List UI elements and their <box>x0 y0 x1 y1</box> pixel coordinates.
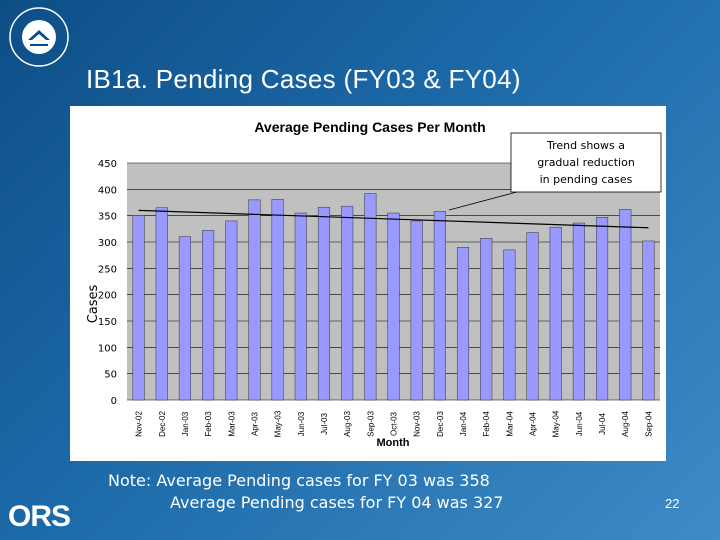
bar <box>572 222 585 401</box>
x-tick-label: Nov-02 <box>135 411 144 437</box>
bar <box>433 211 446 401</box>
y-tick-label: 100 <box>98 343 117 354</box>
bar <box>132 215 145 401</box>
bar <box>317 206 331 401</box>
x-tick-label: May-04 <box>552 410 561 437</box>
y-tick-label: 300 <box>98 238 117 249</box>
pending-cases-chart: 0 50 100 150 200 250 300 350 400 450 Nov-02 Dec-02… <box>86 119 662 449</box>
bar <box>456 247 470 401</box>
x-tick-label: Sep-04 <box>644 411 653 437</box>
x-tick-label: Jun-03 <box>297 411 306 436</box>
slide-title: IB1a. Pending Cases (FY03 & FY04) <box>86 64 521 94</box>
y-tick-label: 350 <box>98 212 117 223</box>
x-tick-label: Jan-04 <box>459 411 468 436</box>
bar <box>178 236 191 401</box>
x-tick-label: Nov-03 <box>413 411 422 437</box>
bar <box>341 205 354 401</box>
y-tick-label: 50 <box>104 370 117 381</box>
y-axis-label: Cases <box>86 284 101 323</box>
x-tick-label: Jul-04 <box>598 413 607 435</box>
callout-box <box>510 132 662 193</box>
chart-title: Average Pending Cases Per Month <box>254 119 485 135</box>
trend-annotation: Trend shows a gradual reduction in pendi… <box>448 132 662 211</box>
trend-line <box>138 209 649 229</box>
bar <box>364 193 377 401</box>
y-tick-label: 400 <box>98 185 117 196</box>
x-tick-label: Mar-03 <box>227 411 236 437</box>
bar <box>248 199 261 401</box>
nih-logo <box>9 7 69 67</box>
x-tick-label: Dec-03 <box>436 411 445 437</box>
bar <box>619 209 632 401</box>
note: Note: Average Pending cases for FY 03 wa… <box>108 470 503 514</box>
ors-logo: ORS <box>8 500 71 533</box>
x-tick-label: Dec-02 <box>158 411 167 437</box>
x-tick-label: Feb-03 <box>204 411 213 437</box>
y-tick-label: 450 <box>98 159 117 170</box>
callout-line-1: Trend shows a <box>546 139 625 152</box>
x-tick-label: Jun-04 <box>575 411 584 436</box>
bar <box>642 240 655 401</box>
x-tick-label: Mar-04 <box>505 411 514 437</box>
bar <box>202 230 215 401</box>
x-tick-label: Oct-03 <box>390 411 399 436</box>
x-tick-label: Jul-03 <box>320 413 329 435</box>
page-number: 22 <box>665 496 680 511</box>
y-tick-label: 200 <box>98 291 117 302</box>
y-tick-label: 0 <box>111 396 117 407</box>
callout-line-2: gradual reduction <box>537 156 635 169</box>
bar <box>294 212 307 401</box>
y-tick-label: 150 <box>98 317 117 328</box>
bar <box>225 220 238 401</box>
x-tick-label: May-03 <box>274 410 283 437</box>
bar <box>526 232 539 401</box>
bar <box>503 249 516 401</box>
bar <box>549 227 562 401</box>
x-tick-label: Aug-04 <box>621 411 630 437</box>
bar <box>155 207 168 401</box>
x-tick-label: Feb-04 <box>482 411 491 437</box>
bar <box>480 238 493 401</box>
y-tick-label: 250 <box>98 264 117 275</box>
note-fy04: Average Pending cases for FY 04 was 327 <box>170 493 504 512</box>
note-fy03: Note: Average Pending cases for FY 03 wa… <box>108 471 490 490</box>
bar <box>596 216 609 401</box>
bar <box>387 212 400 401</box>
chart-panel: 0 50 100 150 200 250 300 350 400 450 Nov-02 Dec-02… <box>70 106 666 461</box>
bar <box>410 220 423 401</box>
x-tick-label: Apr-03 <box>250 411 259 436</box>
x-tick-label: Jan-03 <box>181 411 190 436</box>
x-tick-label: Sep-03 <box>366 411 375 437</box>
x-tick-label: Apr-04 <box>529 411 538 436</box>
bar <box>271 199 284 401</box>
x-tick-label: Aug-03 <box>343 411 352 437</box>
callout-line-3: in pending cases <box>540 173 633 186</box>
x-axis-label: Month <box>377 437 410 449</box>
